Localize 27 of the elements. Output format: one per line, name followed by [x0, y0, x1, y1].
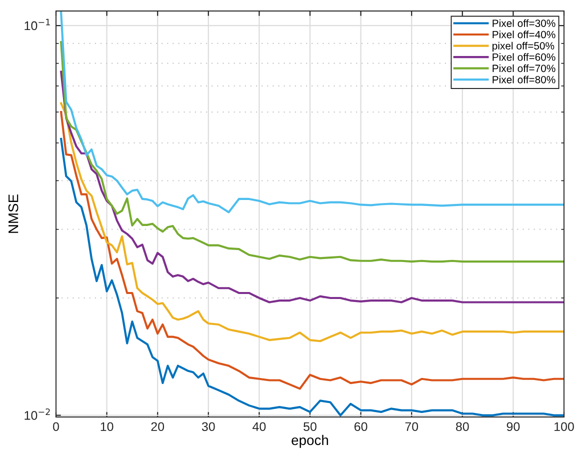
x-axis-title: epoch — [292, 434, 328, 448]
x-tick-label: 10 — [100, 422, 114, 432]
x-tick-label: 100 — [554, 422, 574, 432]
x-tick-label: 0 — [53, 422, 59, 432]
legend-label: pixel off=50% — [492, 42, 554, 52]
y-tick-label: 10$^{−2}$ — [24, 408, 50, 420]
x-tick-label: 40 — [252, 422, 266, 432]
legend-label: Pixel off=80% — [492, 76, 556, 84]
line-series — [60, 41, 564, 263]
y-tick-label: 10$^{−1}$ — [24, 18, 50, 30]
line-series — [60, 70, 564, 304]
x-tick-label: 20 — [151, 422, 164, 432]
x-tick-label: 30 — [202, 422, 215, 432]
x-tick-label: 50 — [304, 422, 316, 432]
x-tick-label: 90 — [506, 422, 520, 432]
x-tick-label: 60 — [354, 422, 368, 432]
legend-label: Pixel off=40% — [492, 30, 556, 38]
legend-label: Pixel off=30% — [492, 19, 556, 27]
line-series — [60, 111, 564, 390]
line-series — [60, 138, 564, 416]
line-series — [60, 12, 564, 214]
x-tick-label: 70 — [405, 422, 418, 432]
x-tick-label: 80 — [456, 422, 469, 432]
legend-label: Pixel off=60% — [492, 53, 556, 61]
y-axis-title: NMSE — [8, 194, 18, 233]
legend-label: Pixel off=70% — [492, 64, 556, 72]
line-series — [60, 102, 564, 342]
